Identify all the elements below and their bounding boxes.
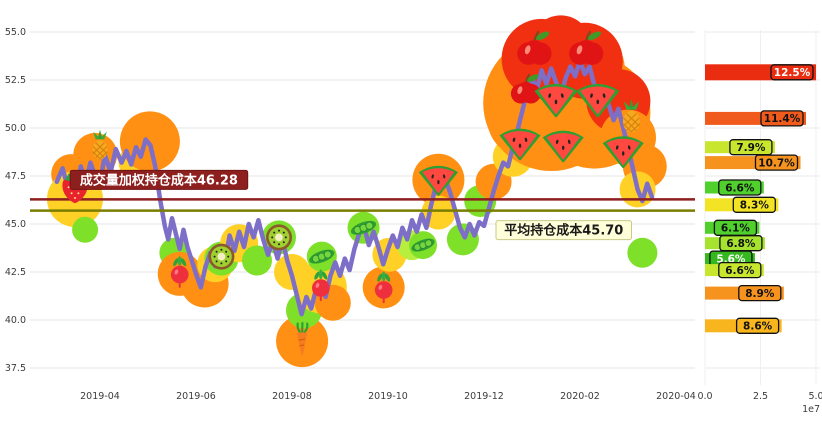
x-tick-label: 2020-04 (656, 391, 696, 402)
svg-text:11.4%: 11.4% (764, 113, 801, 125)
volume-bar-pct-label: 10.7% (754, 154, 799, 171)
svg-text:12.5%: 12.5% (774, 67, 811, 79)
price-line (54, 58, 655, 317)
x-tick-label: 2019-04 (80, 391, 120, 402)
svg-text:8.6%: 8.6% (743, 321, 773, 333)
x-tick-label: 2019-12 (464, 391, 504, 402)
volume-bubble (242, 245, 272, 276)
watermelon-icon (499, 128, 541, 161)
kiwi-icon (208, 243, 235, 270)
peas-icon (309, 249, 335, 264)
apple-icon (569, 30, 604, 65)
apple-icon (517, 30, 552, 65)
y-tick-label: 52.5 (5, 75, 26, 86)
axis-exponent-label: 1e7 (802, 404, 820, 415)
svg-text:6.8%: 6.8% (726, 238, 756, 250)
svg-text:10.7%: 10.7% (758, 157, 795, 169)
watermelon-icon (418, 165, 458, 196)
volume-bar-pct-label: 6.8% (719, 235, 763, 252)
watermelon-icon (602, 136, 644, 169)
pineapple-icon (92, 129, 108, 160)
volume-bar-pct-label: 6.6% (718, 261, 762, 279)
svg-text:6.6%: 6.6% (725, 182, 755, 194)
watermelon-icon (534, 83, 578, 118)
radish-icon (312, 269, 330, 302)
volume-bar-pct-label: 12.5% (770, 64, 814, 81)
y-tick-label: 55.0 (5, 27, 26, 38)
panel-x-tick-label: 0.0 (697, 391, 712, 402)
x-tick-label: 2020-02 (560, 391, 600, 402)
watermelon-icon (542, 130, 584, 163)
volume-bar-pct-label: 8.6% (735, 317, 780, 334)
cost-ref-label: 平均持仓成本45.70 (495, 220, 632, 241)
volume-bar-pct-label: 11.4% (760, 110, 804, 127)
x-tick-label: 2019-10 (368, 391, 408, 402)
peas-icon (350, 220, 377, 235)
panel-x-tick-label: 5.0 (808, 391, 822, 402)
y-tick-label: 40.0 (5, 315, 26, 326)
svg-text:8.9%: 8.9% (745, 288, 775, 300)
svg-text:成交量加权持仓成本46.28: 成交量加权持仓成本46.28 (80, 172, 238, 188)
pineapple-icon (622, 98, 641, 133)
panel-x-tick-label: 2.5 (753, 391, 768, 402)
volume-bar-pct-label: 6.1% (713, 219, 758, 236)
x-tick-label: 2019-08 (272, 391, 312, 402)
peas-icon (411, 238, 435, 252)
x-tick-label: 2019-06 (176, 391, 216, 402)
y-tick-label: 37.5 (5, 363, 26, 374)
volume-bubble (72, 216, 99, 243)
y-tick-label: 42.5 (5, 267, 26, 278)
kiwi-icon (266, 224, 292, 251)
cost-ref-label: 成交量加权持仓成本46.28 (69, 169, 249, 190)
volume-bar-pct-label: 8.9% (738, 284, 782, 302)
apple-icon (510, 73, 541, 104)
svg-text:平均持仓成本45.70: 平均持仓成本45.70 (504, 223, 623, 239)
volume-bar-pct-label: 8.3% (732, 196, 776, 213)
carrot-icon (296, 322, 309, 356)
y-tick-label: 47.5 (5, 171, 26, 182)
volume-bubble (627, 237, 658, 268)
y-tick-label: 50.0 (5, 123, 26, 134)
svg-text:6.1%: 6.1% (721, 223, 751, 235)
watermelon-icon (576, 83, 620, 118)
svg-text:6.6%: 6.6% (725, 265, 755, 277)
volume-bubble (446, 223, 479, 256)
volume-bar-pct-label: 6.6% (718, 179, 762, 196)
svg-text:7.9%: 7.9% (736, 142, 766, 154)
radish-icon (170, 256, 189, 288)
volume-bar-pct-label: 7.9% (729, 139, 773, 156)
svg-text:8.3%: 8.3% (740, 200, 770, 212)
y-tick-label: 45.0 (5, 219, 26, 230)
radish-icon (374, 271, 393, 304)
